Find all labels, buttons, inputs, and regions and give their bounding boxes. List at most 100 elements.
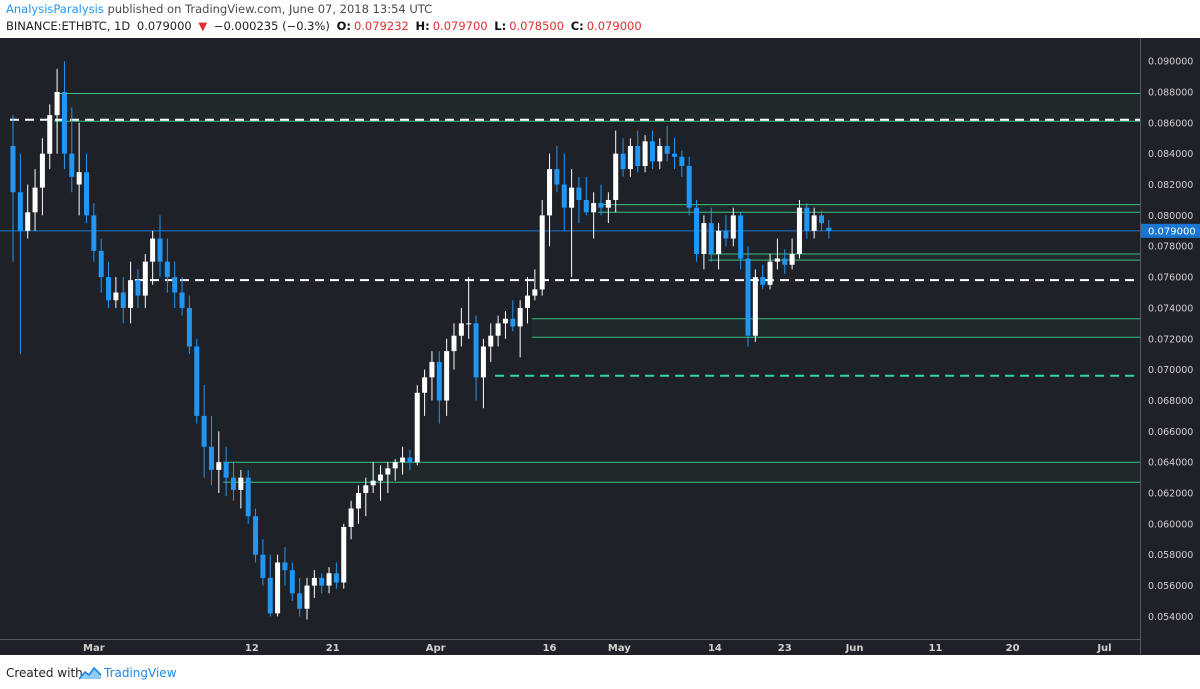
candle-body[interactable] [635,145,641,167]
candlestick-chart[interactable]: 0.054000 0.056000 0.058000 0.060000 0.062000… [0,38,1200,655]
zone-fill[interactable] [598,204,1140,213]
candle-body[interactable] [91,215,97,251]
candle-body[interactable] [525,295,530,308]
candle-body[interactable] [39,153,45,188]
candle-body[interactable] [811,215,817,231]
candle-body[interactable] [679,156,685,167]
candle-body[interactable] [708,223,714,254]
candle-body[interactable] [216,462,222,470]
candle-body[interactable] [745,258,751,336]
candle-body[interactable] [370,480,376,486]
candle-body[interactable] [436,361,442,401]
candle-body[interactable] [620,153,626,170]
candle-body[interactable] [186,307,192,347]
candle-body[interactable] [686,166,692,208]
candle-body[interactable] [106,277,112,301]
candle-body[interactable] [392,462,398,469]
candle-body[interactable] [47,115,53,154]
candle-body[interactable] [289,570,295,594]
candle-body[interactable] [407,457,413,463]
candle-body[interactable] [723,230,729,239]
candle-body[interactable] [98,250,104,278]
candle-body[interactable] [444,351,450,401]
plot-background[interactable] [0,38,1140,655]
candle-body[interactable] [76,172,82,185]
zone-fill[interactable] [54,93,1141,122]
candle-body[interactable] [547,169,553,216]
candle-body[interactable] [253,516,259,555]
candle-body[interactable] [789,253,795,265]
author-link[interactable]: AnalysisParalysis [6,2,104,16]
candle-body[interactable] [32,187,38,213]
zone-fill[interactable] [223,462,1140,483]
candle-body[interactable] [819,215,824,224]
candle-body[interactable] [767,261,773,285]
candle-body[interactable] [804,207,810,231]
candle-body[interactable] [738,215,744,259]
candle-body[interactable] [591,203,597,213]
candle-body[interactable] [311,577,317,586]
candle-body[interactable] [120,292,126,308]
candle-body[interactable] [128,280,134,308]
candle-body[interactable] [561,184,567,208]
candle-body[interactable] [297,593,303,609]
candle-body[interactable] [752,277,758,336]
candle-body[interactable] [694,207,700,254]
candle-body[interactable] [510,318,516,327]
candle-body[interactable] [782,258,788,265]
candle-body[interactable] [157,238,163,262]
candle-body[interactable] [319,577,325,586]
candle-body[interactable] [473,323,479,378]
candle-body[interactable] [378,474,383,481]
candle-body[interactable] [172,277,178,293]
candle-body[interactable] [598,203,604,208]
candle-body[interactable] [231,477,236,490]
candle-body[interactable] [61,91,67,154]
candle-body[interactable] [208,446,214,470]
candle-body[interactable] [267,577,273,614]
candle-body[interactable] [495,323,501,336]
candle-body[interactable] [583,199,589,213]
candle-body[interactable] [333,573,339,583]
candle-body[interactable] [451,335,457,352]
candle-body[interactable] [613,153,619,200]
candle-body[interactable] [385,468,391,475]
tradingview-logo-icon[interactable] [78,665,102,681]
candle-body[interactable] [194,346,200,416]
candle-body[interactable] [605,199,611,208]
candle-body[interactable] [135,280,141,296]
chart-area[interactable]: 0.054000 0.056000 0.058000 0.060000 0.062000… [0,38,1200,655]
candle-body[interactable] [238,477,244,490]
candle-body[interactable] [642,141,648,167]
candle-body[interactable] [649,141,655,162]
zone-fill[interactable] [708,253,1140,261]
candle-body[interactable] [326,573,332,586]
candle-body[interactable] [142,261,148,296]
tradingview-brand[interactable]: TradingView [104,666,177,680]
candle-body[interactable] [17,192,23,231]
price-axis-background[interactable] [1140,38,1200,655]
candle-body[interactable] [730,215,736,239]
candle-body[interactable] [826,227,832,231]
candle-body[interactable] [164,261,170,278]
zone-fill[interactable] [531,318,1140,338]
candle-body[interactable] [69,153,75,177]
candle-body[interactable] [414,392,420,463]
candle-body[interactable] [672,153,677,157]
candle-body[interactable] [517,307,523,327]
candle-body[interactable] [422,377,428,393]
candle-body[interactable] [539,215,545,290]
candle-body[interactable] [84,172,89,216]
candle-body[interactable] [113,292,119,301]
candle-body[interactable] [716,230,722,254]
candle-body[interactable] [760,277,766,285]
candle-body[interactable] [282,562,288,571]
candle-body[interactable] [554,169,560,185]
candle-body[interactable] [341,526,347,583]
candle-body[interactable] [458,323,464,336]
candle-body[interactable] [54,91,60,116]
candle-body[interactable] [576,187,582,200]
candle-body[interactable] [664,145,670,154]
candle-body[interactable] [245,477,251,517]
candle-body[interactable] [275,562,281,614]
